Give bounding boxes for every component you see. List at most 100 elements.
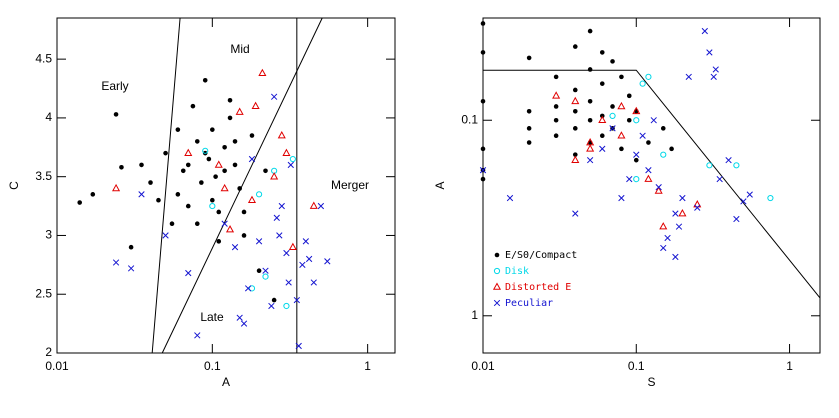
point: [644, 174, 653, 182]
point: [214, 160, 223, 168]
point: [162, 232, 169, 239]
point: [255, 191, 263, 198]
y-tick-label: 3: [45, 228, 52, 242]
point: [138, 191, 145, 198]
point: [572, 108, 578, 114]
point: [190, 103, 196, 109]
point: [672, 210, 679, 217]
point: [175, 127, 181, 132]
point: [767, 194, 774, 202]
point: [199, 180, 204, 185]
point: [202, 147, 209, 154]
region-label: Early: [101, 79, 128, 93]
x-tick-label: 0.1: [628, 359, 645, 373]
point: [733, 215, 740, 223]
point: [302, 238, 309, 245]
point: [232, 139, 238, 144]
point: [669, 146, 674, 152]
point: [282, 148, 291, 156]
point: [309, 201, 318, 209]
point: [127, 265, 135, 272]
point: [660, 126, 666, 131]
point: [237, 186, 242, 191]
point: [293, 296, 300, 304]
y-tick-label: 2.5: [35, 286, 52, 300]
legend-label: Disk: [505, 266, 529, 277]
point: [139, 162, 144, 168]
panel: 0.01 0.1 1 0.1 1 S A: [433, 17, 821, 389]
point: [587, 98, 593, 104]
y-axis-label: C: [7, 181, 21, 190]
point: [725, 157, 732, 164]
region-label: Mid: [230, 42, 249, 56]
point: [526, 126, 532, 131]
point: [626, 175, 633, 183]
point: [268, 302, 275, 310]
point: [587, 117, 593, 123]
point: [271, 297, 277, 303]
legend-label: E/S0/Compact: [505, 250, 577, 261]
point: [654, 186, 663, 194]
y-tick-label: 4.5: [35, 51, 52, 65]
point: [480, 146, 486, 152]
point: [206, 156, 212, 162]
point: [572, 87, 578, 93]
point: [626, 93, 632, 99]
point: [553, 133, 559, 139]
x-tick-label: 1: [786, 359, 793, 373]
point: [710, 73, 717, 81]
point: [609, 112, 616, 119]
point: [526, 140, 532, 145]
point: [660, 244, 667, 252]
point: [231, 244, 239, 251]
point: [609, 125, 616, 132]
point: [626, 117, 632, 123]
point: [479, 167, 487, 174]
point: [617, 101, 626, 110]
point: [163, 150, 168, 156]
point: [526, 55, 532, 61]
point: [194, 139, 200, 144]
point: [283, 249, 290, 257]
point: [618, 194, 625, 202]
point: [587, 28, 593, 34]
x-axis-label: S: [647, 375, 655, 389]
point: [202, 77, 208, 83]
point: [586, 144, 595, 152]
point: [746, 191, 753, 198]
point: [633, 176, 640, 183]
y-axis-label: A: [433, 181, 447, 189]
region-label: Late: [200, 310, 224, 324]
point: [209, 202, 216, 210]
plot-frame: [56, 17, 396, 354]
y-tick-label: 2: [45, 345, 52, 359]
boundary-line: [161, 17, 323, 354]
point: [113, 112, 119, 117]
point: [244, 285, 252, 292]
point: [295, 342, 302, 350]
point: [480, 98, 486, 104]
point: [572, 44, 578, 49]
point: [633, 151, 640, 158]
point: [288, 242, 297, 251]
point: [156, 197, 161, 203]
point: [262, 267, 269, 274]
point: [740, 198, 747, 205]
point: [675, 223, 683, 230]
x-tick-label: 0.01: [45, 359, 69, 373]
point: [572, 126, 578, 131]
y-tick-label: 1: [471, 308, 478, 322]
point: [679, 194, 686, 202]
point: [694, 204, 701, 211]
point: [277, 131, 286, 139]
point: [599, 145, 606, 152]
point: [227, 97, 233, 103]
boundary-line: [151, 17, 181, 354]
point: [194, 221, 200, 227]
point: [706, 162, 713, 169]
point: [241, 233, 247, 238]
point: [222, 144, 227, 150]
point: [599, 81, 605, 86]
point: [227, 115, 233, 121]
